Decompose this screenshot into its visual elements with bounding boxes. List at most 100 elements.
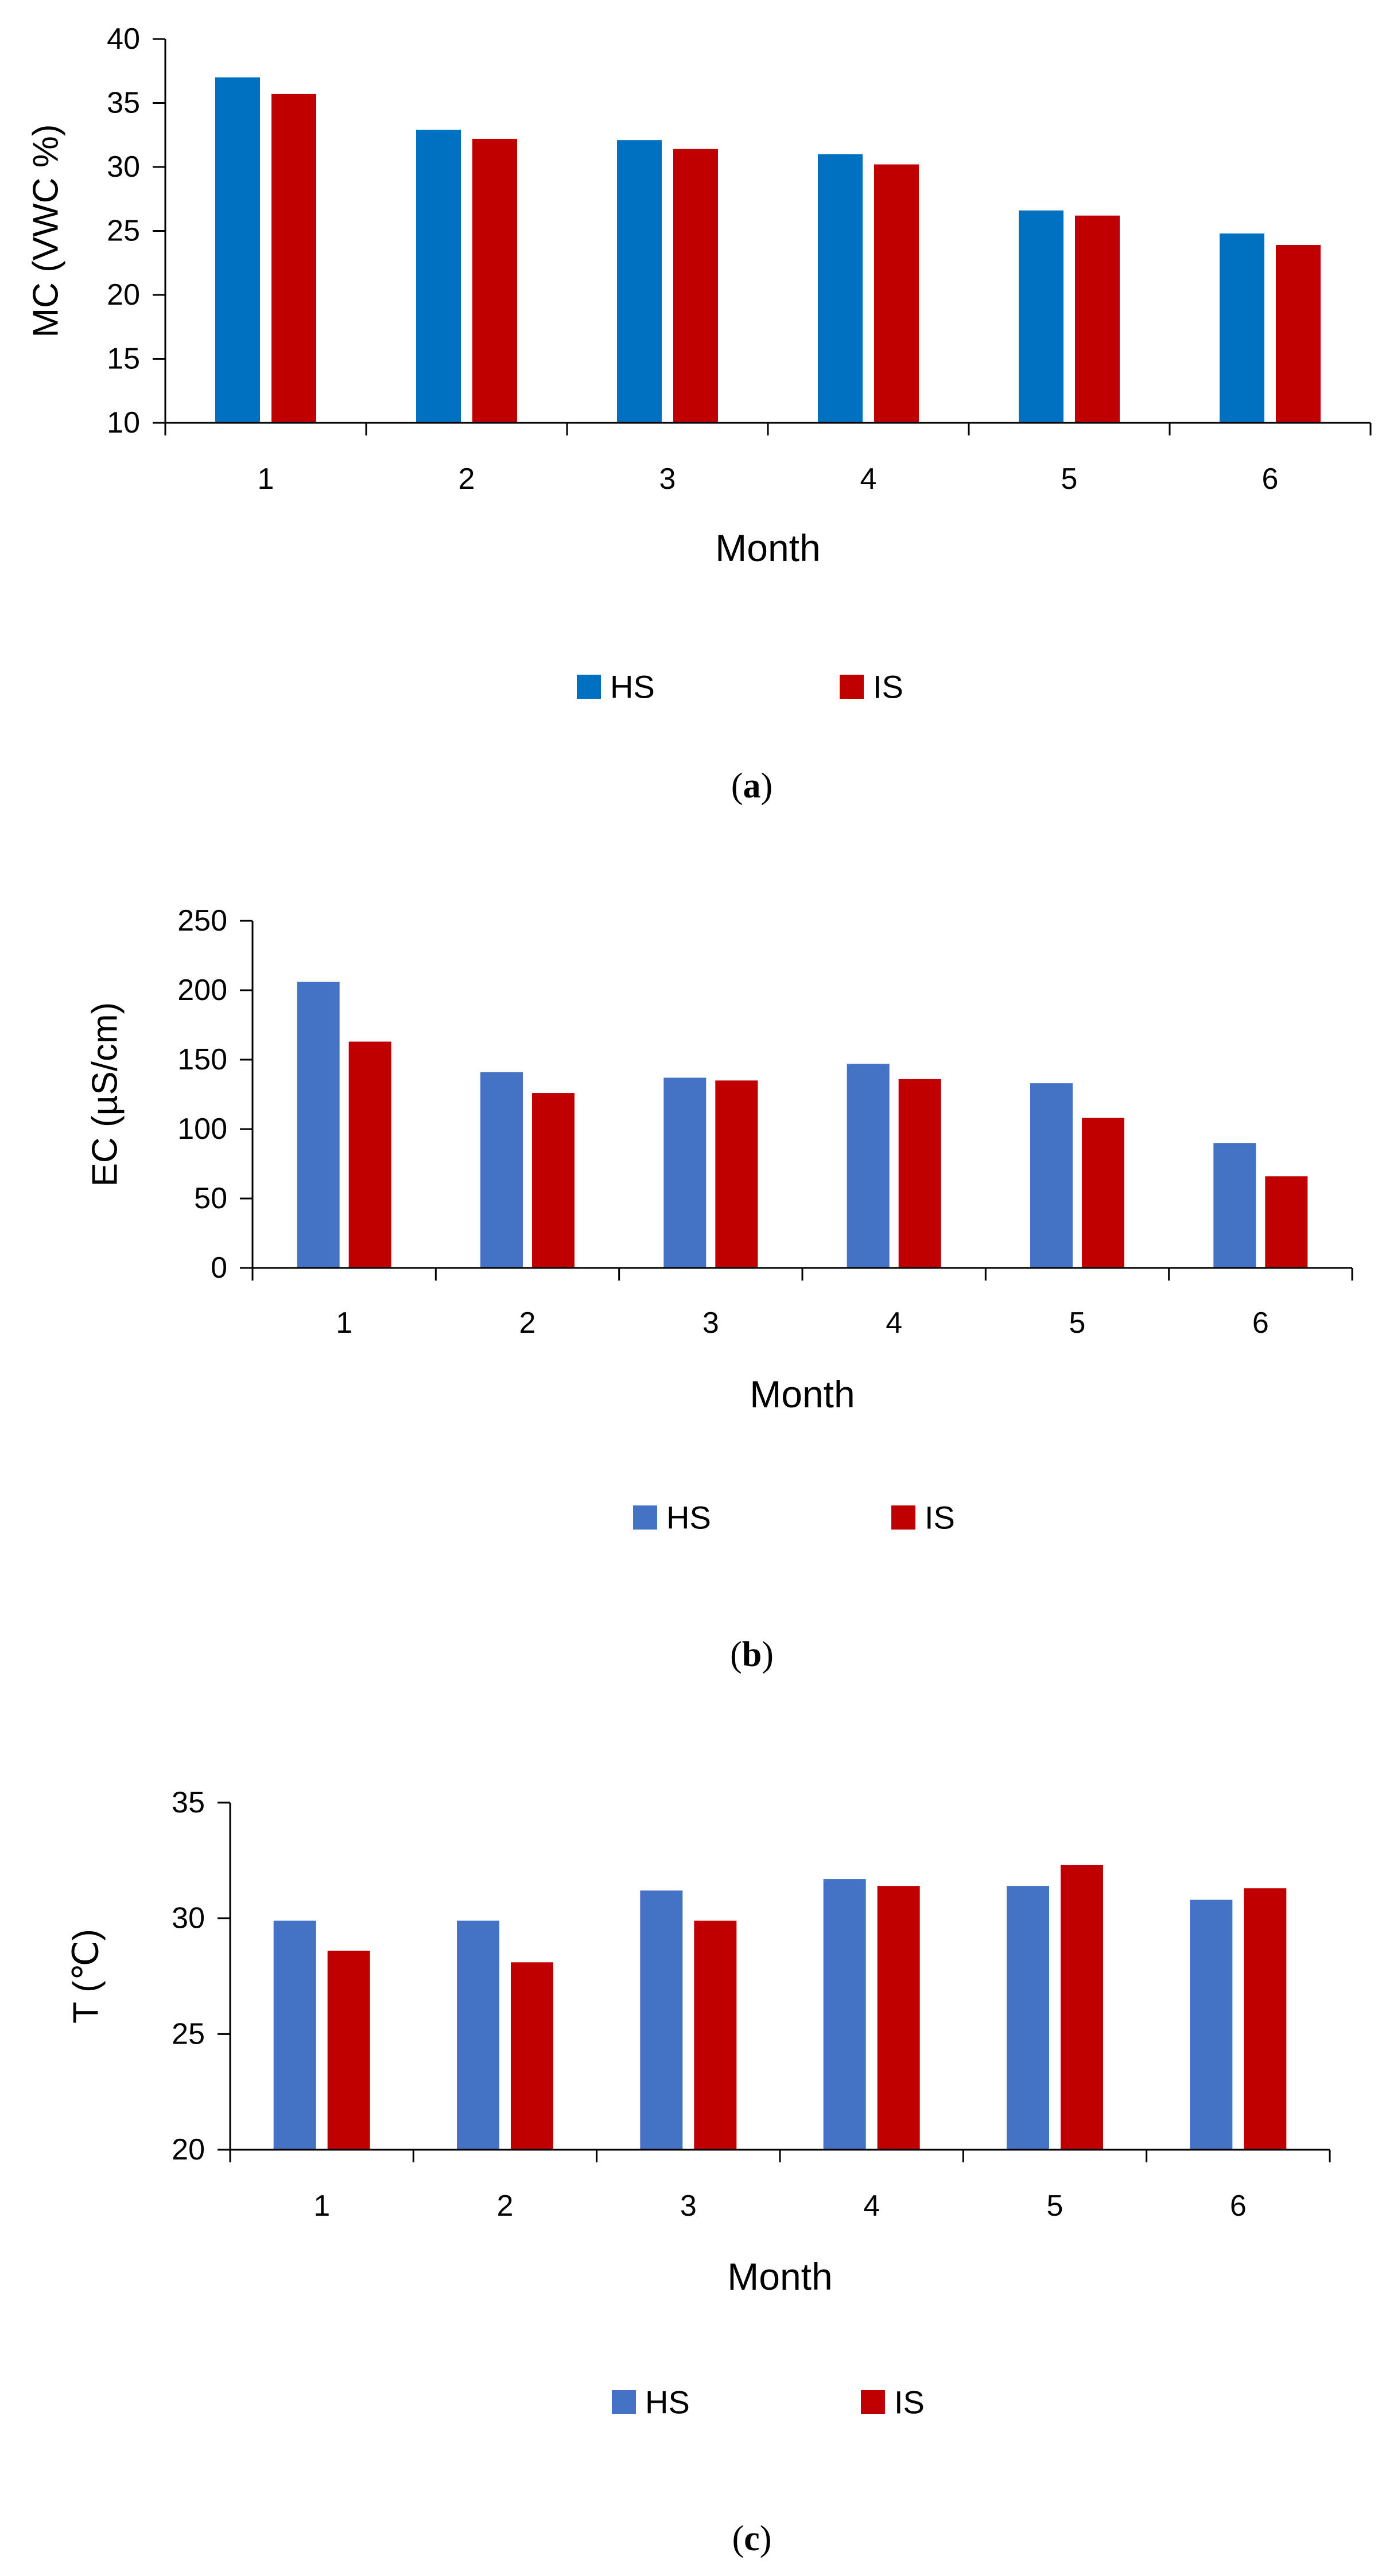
legend-label-hs: HS — [645, 2384, 690, 2421]
x-tick-label: 5 — [1061, 462, 1078, 496]
panel-label-letter: a — [743, 766, 761, 806]
bar-is-month-1 — [327, 1951, 370, 2150]
bar-hs-month-4 — [818, 154, 863, 423]
x-tick-label: 3 — [702, 1306, 719, 1340]
chart-panel-c: 20 25 30 35 1 2 3 4 5 6 Month T (℃) HS IS (c) — [67, 1786, 1331, 2558]
y-tick-label: 25 — [107, 215, 140, 248]
bar-is-month-6 — [1265, 1176, 1308, 1268]
legend-label-hs: HS — [610, 669, 655, 705]
x-tick-label: 5 — [1069, 1306, 1086, 1340]
panel-label-letter: c — [744, 2519, 760, 2558]
bar-hs-month-3 — [640, 1890, 683, 2150]
bar-hs-month-5 — [1030, 1083, 1073, 1268]
bar-hs-month-6 — [1213, 1143, 1256, 1268]
y-tick-label: 25 — [172, 2017, 205, 2050]
x-tick-label: 2 — [497, 2189, 514, 2223]
bar-is-month-6 — [1244, 1888, 1287, 2150]
legend: HS IS — [577, 669, 903, 705]
panel-label: (b) — [730, 1635, 774, 1674]
x-tick-label: 4 — [863, 2189, 880, 2223]
legend-swatch-hs — [612, 2390, 636, 2414]
bar-hs-month-3 — [663, 1077, 707, 1268]
legend-swatch-hs — [577, 675, 601, 699]
x-tick-label: 5 — [1047, 2189, 1063, 2223]
y-tick-label: 200 — [177, 974, 227, 1007]
y-axis-title: MC (VWC %) — [26, 124, 66, 338]
bar-hs-month-2 — [457, 1920, 499, 2150]
x-tick-label: 1 — [258, 462, 274, 496]
legend-swatch-hs — [633, 1505, 657, 1530]
bar-is-month-3 — [673, 149, 718, 423]
legend-label-is: IS — [894, 2384, 925, 2421]
y-tick-label: 150 — [177, 1043, 227, 1076]
x-tick-label: 3 — [659, 462, 676, 496]
y-tick-label: 20 — [107, 278, 140, 312]
bar-is-month-3 — [715, 1080, 758, 1268]
chart-panel-b: 0 50 100 150 200 250 1 2 3 4 5 6 Month EC (µS/cm) HS IS… — [86, 904, 1353, 1674]
bar-hs-month-4 — [823, 1879, 866, 2150]
panel-label-close: ) — [760, 2519, 772, 2558]
bar-hs-month-6 — [1190, 1900, 1233, 2150]
panel-label-letter: b — [742, 1635, 762, 1674]
bar-hs-month-5 — [1007, 1886, 1049, 2150]
panel-label-close: ) — [762, 1635, 774, 1674]
x-axis-title: Month — [715, 527, 820, 569]
bar-hs-month-4 — [847, 1064, 890, 1268]
y-axis-title: T (℃) — [67, 1929, 106, 2024]
x-tick-label: 1 — [313, 2189, 330, 2223]
x-tick-label: 4 — [860, 462, 877, 496]
bar-is-month-3 — [694, 1920, 737, 2150]
y-tick-label: 40 — [107, 22, 140, 56]
bar-hs-month-3 — [617, 140, 662, 423]
x-tick-label: 4 — [886, 1306, 902, 1340]
bar-hs-month-5 — [1019, 210, 1063, 423]
bar-is-month-4 — [898, 1079, 941, 1268]
chart-panel-a: 10 15 20 25 30 35 40 1 2 3 4 5 6 Month MC (VWC %) HS IS (… — [26, 22, 1372, 806]
y-tick-label: 30 — [107, 150, 140, 184]
legend: HS IS — [612, 2384, 925, 2421]
panel-label: (a) — [731, 766, 773, 806]
legend: HS IS — [633, 1500, 955, 1536]
panel-label-open: ( — [731, 766, 743, 806]
y-tick-label: 0 — [211, 1251, 227, 1285]
bar-is-month-5 — [1082, 1118, 1124, 1268]
x-tick-label: 6 — [1262, 462, 1279, 496]
bar-hs-month-1 — [215, 77, 260, 423]
legend-swatch-is — [840, 675, 864, 699]
y-tick-label: 50 — [194, 1182, 227, 1215]
bar-is-month-5 — [1075, 215, 1120, 423]
bar-is-month-2 — [532, 1093, 575, 1268]
legend-label-hs: HS — [666, 1500, 711, 1536]
legend-label-is: IS — [873, 669, 903, 705]
bar-hs-month-1 — [273, 1920, 316, 2150]
bar-is-month-2 — [472, 138, 517, 423]
bar-is-month-5 — [1061, 1865, 1103, 2150]
bar-is-month-6 — [1276, 245, 1321, 423]
y-tick-label: 100 — [177, 1112, 227, 1146]
x-tick-label: 2 — [519, 1306, 536, 1340]
bar-hs-month-2 — [416, 130, 461, 423]
x-tick-label: 2 — [459, 462, 475, 496]
x-tick-label: 1 — [336, 1306, 352, 1340]
x-tick-label: 3 — [680, 2189, 697, 2223]
y-tick-label: 15 — [107, 343, 140, 376]
y-tick-label: 35 — [172, 1786, 205, 1819]
y-tick-label: 250 — [177, 904, 227, 937]
x-axis-title: Month — [750, 1373, 855, 1415]
bar-is-month-1 — [271, 94, 316, 423]
bar-is-month-2 — [511, 1962, 553, 2150]
x-axis-title: Month — [727, 2255, 832, 2298]
bar-hs-month-6 — [1220, 233, 1264, 423]
bar-is-month-4 — [877, 1886, 920, 2150]
panel-label-open: ( — [732, 2519, 744, 2558]
y-tick-label: 35 — [107, 87, 140, 120]
bar-hs-month-1 — [297, 982, 340, 1268]
legend-swatch-is — [861, 2390, 885, 2414]
y-axis-title: EC (µS/cm) — [86, 1002, 125, 1187]
y-tick-label: 10 — [107, 406, 140, 439]
panel-label-close: ) — [761, 766, 773, 806]
x-tick-label: 6 — [1230, 2189, 1247, 2223]
bar-is-month-1 — [348, 1041, 391, 1268]
bar-hs-month-2 — [480, 1072, 523, 1268]
